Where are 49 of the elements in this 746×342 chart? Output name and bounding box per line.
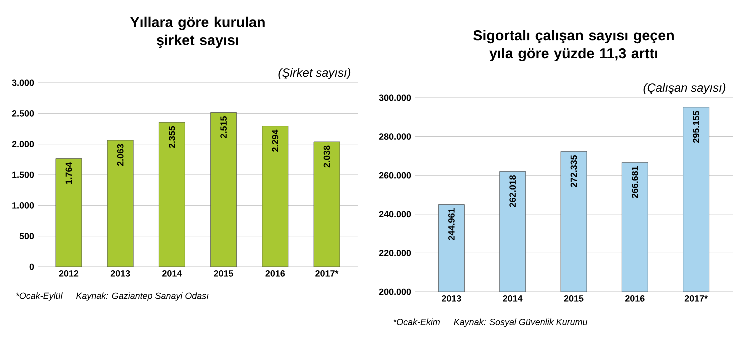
- y-tick-label: 1.500: [12, 172, 34, 178]
- bar: [262, 126, 289, 268]
- y-tick-label: 1.000: [12, 202, 34, 209]
- data-label: 1.764: [66, 162, 72, 184]
- y-tick-label: 0: [30, 264, 34, 270]
- data-label: 272.335: [570, 155, 578, 188]
- y-tick-label: 300.000: [379, 94, 412, 102]
- text: *Ocak-Eylül: [16, 292, 63, 301]
- y-tick-label: 2.500: [12, 110, 34, 117]
- chart-title: Yıllara göre kurulan şirket sayısı: [130, 16, 265, 48]
- x-tick-label: 2016: [266, 270, 286, 277]
- y-tick-label: 2.000: [12, 141, 34, 148]
- x-tick-label: 2015: [214, 270, 234, 277]
- x-tick-label: 2012: [59, 270, 79, 277]
- data-label: 262.018: [510, 175, 516, 208]
- data-label: 2.063: [117, 144, 124, 166]
- bar: [158, 122, 186, 268]
- y-tick-label: 500: [20, 233, 34, 240]
- bar: [107, 140, 134, 268]
- x-tick-label: 2014: [162, 270, 182, 277]
- x-tick-label: 2017*: [316, 270, 339, 277]
- data-label: 2.355: [169, 126, 176, 148]
- data-label: 2.038: [324, 146, 330, 168]
- data-label: 295.155: [693, 111, 700, 144]
- bar: [314, 142, 340, 268]
- y-tick-label: 200.000: [379, 288, 412, 296]
- data-label: 2.294: [272, 130, 279, 152]
- y-axis-title: (Şirket sayısı): [278, 68, 351, 80]
- bar: [210, 112, 238, 268]
- chart-title: Sigortalı çalışan sayısı geçen yıla göre yüzde 11,3 arttı: [474, 30, 674, 62]
- x-tick-label: 2013: [442, 296, 462, 302]
- data-label: 2.515: [220, 116, 227, 138]
- y-tick-label: 240.000: [379, 211, 412, 218]
- y-axis-title: (Çalışan sayısı): [644, 83, 726, 94]
- data-label: 266.681: [632, 166, 638, 198]
- data-label: 244.961: [448, 208, 455, 240]
- y-tick-label: 260.000: [379, 172, 412, 179]
- y-tick-label: 220.000: [379, 250, 412, 256]
- text: *Ocak-Ekim: [394, 318, 440, 326]
- x-tick-label: 2014: [503, 296, 523, 302]
- text: Kaynak: Sosyal Güvenlik Kurumu: [454, 318, 588, 328]
- x-tick-label: 2017*: [684, 296, 708, 302]
- y-tick-label: 280.000: [379, 134, 412, 140]
- y-tick-label: 3.000: [12, 80, 34, 86]
- bar: [56, 158, 82, 268]
- x-tick-label: 2013: [110, 270, 130, 277]
- x-tick-label: 2016: [626, 296, 645, 302]
- text: Kaynak: Gaziantep Sanayi Odası: [76, 292, 209, 301]
- x-tick-label: 2015: [564, 296, 584, 302]
